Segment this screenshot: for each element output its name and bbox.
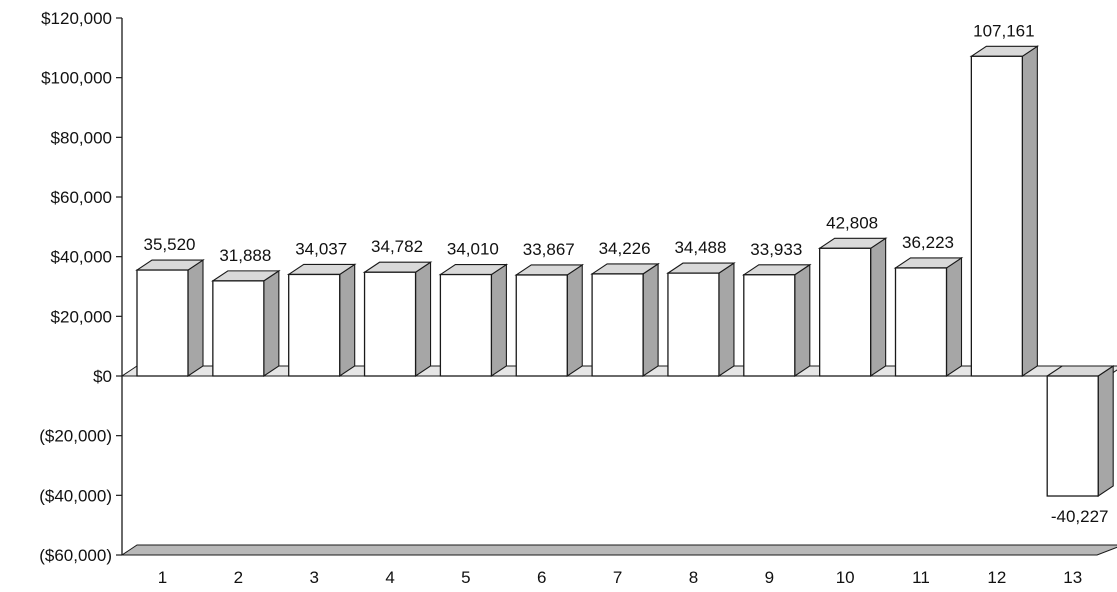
- bar: [514, 263, 585, 378]
- x-tick-label: 11: [912, 568, 930, 587]
- data-label: 36,223: [902, 233, 954, 252]
- floor: [120, 544, 1117, 556]
- bar-front: [819, 247, 872, 377]
- data-label: 35,520: [144, 235, 196, 254]
- bar-front: [212, 280, 265, 377]
- data-label: 34,782: [371, 237, 423, 256]
- bars-layer: [135, 45, 1116, 498]
- data-label: 33,933: [750, 240, 802, 259]
- bar: [362, 261, 433, 378]
- x-tick-label: 12: [987, 568, 1006, 587]
- bar: [1045, 364, 1116, 498]
- data-label: 33,867: [523, 240, 575, 259]
- bar: [666, 262, 736, 378]
- bar: [211, 269, 281, 378]
- x-tick-label: 1: [158, 568, 167, 587]
- x-tick-label: 3: [309, 568, 318, 587]
- data-label: 31,888: [219, 246, 271, 265]
- y-tick-label: $40,000: [51, 248, 112, 267]
- bar: [438, 263, 509, 378]
- bar-side: [566, 263, 583, 378]
- bar-side: [263, 269, 280, 378]
- data-label: 34,226: [599, 239, 651, 258]
- data-label: 107,161: [973, 21, 1034, 40]
- bar: [817, 237, 888, 378]
- y-tick-label: $0: [93, 367, 112, 386]
- bar-front: [894, 267, 948, 377]
- y-tick-label: $20,000: [51, 307, 112, 326]
- bar-side: [187, 259, 204, 378]
- bar-front: [591, 273, 644, 377]
- bar-side: [1097, 364, 1114, 498]
- x-tick-label: 10: [836, 568, 855, 587]
- bar: [135, 259, 205, 378]
- bar-side: [718, 262, 735, 378]
- x-tick-label: 5: [461, 568, 470, 587]
- bar-front: [515, 274, 568, 377]
- x-tick-label: 7: [613, 568, 622, 587]
- x-tick-label: 2: [234, 568, 243, 587]
- labels-layer: 35,520 1 31,888 2 34,037 3 34,782 4 34,010 5 33,86…: [144, 21, 1109, 587]
- bar-front: [1046, 375, 1099, 497]
- y-tick-label: $100,000: [41, 69, 112, 88]
- bar: [893, 256, 964, 378]
- bar-side: [945, 256, 963, 378]
- bar-front: [288, 273, 341, 377]
- bar-front: [439, 273, 493, 377]
- data-label: 34,010: [447, 240, 499, 259]
- data-label: -40,227: [1051, 507, 1109, 526]
- bar-front: [136, 269, 189, 377]
- x-tick-label: 9: [765, 568, 774, 587]
- bar-side: [1021, 45, 1038, 378]
- bar: [741, 263, 812, 378]
- bar: [286, 263, 357, 378]
- x-tick-label: 4: [385, 568, 394, 587]
- y-tick-label: ($60,000): [39, 546, 112, 565]
- y-tick-label: $120,000: [41, 9, 112, 28]
- bar-front: [970, 55, 1023, 377]
- bar-side: [414, 261, 432, 378]
- bar-side: [490, 263, 507, 378]
- bar: [969, 45, 1040, 378]
- x-tick-label: 13: [1063, 568, 1082, 587]
- bar-front: [667, 272, 720, 377]
- data-label: 42,808: [826, 213, 878, 232]
- x-tick-label: 8: [689, 568, 698, 587]
- bar-side: [870, 237, 887, 378]
- x-tick-label: 6: [537, 568, 546, 587]
- data-label: 34,037: [295, 239, 347, 258]
- y-tick-label: $80,000: [51, 128, 112, 147]
- y-tick-label: $60,000: [51, 188, 112, 207]
- y-tick-label: ($40,000): [39, 486, 112, 505]
- bar-side: [794, 263, 811, 378]
- bar-front: [743, 274, 796, 377]
- bar-side: [642, 262, 659, 378]
- bar: [590, 262, 660, 378]
- bar-side: [339, 263, 356, 378]
- data-label: 34,488: [674, 238, 726, 257]
- bar-front: [363, 271, 417, 377]
- y-tick-label: ($20,000): [39, 427, 112, 446]
